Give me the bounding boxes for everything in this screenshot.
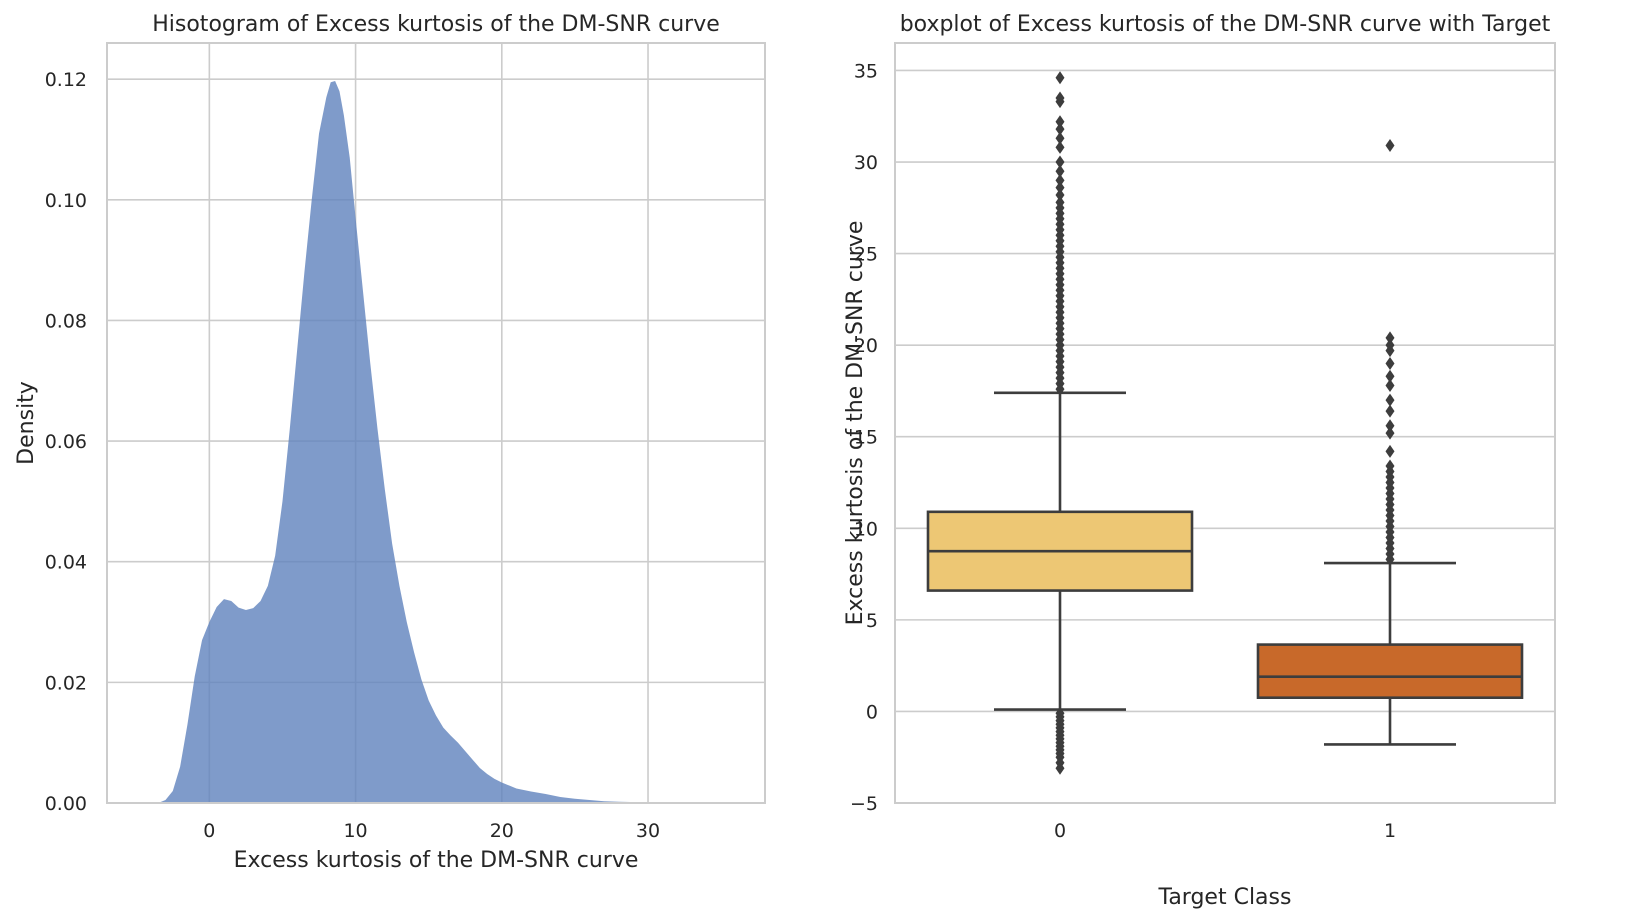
outlier-point: [1385, 338, 1395, 352]
outlier-point: [1055, 181, 1065, 195]
kde-density-area: [139, 81, 736, 803]
boxplot-y-ticks: −5 0 5 10 15 20 25 30 35: [850, 60, 878, 815]
outlier-point: [1385, 426, 1395, 440]
outlier-point: [1385, 331, 1395, 345]
outlier-point: [1055, 140, 1065, 154]
outlier-point: [1385, 404, 1395, 418]
kde-x-tick-label: 30: [636, 820, 660, 842]
outlier-point: [1385, 139, 1395, 153]
outlier-point: [1055, 164, 1065, 178]
kde-x-tick-label: 0: [203, 820, 215, 842]
outlier-point: [1055, 155, 1065, 169]
boxplot-y-tick-label: 10: [854, 518, 878, 540]
outlier-point: [1055, 761, 1065, 775]
kde-x-tick-label: 20: [490, 820, 514, 842]
box-class-1: [1256, 139, 1524, 746]
kde-x-tick-label: 10: [343, 820, 367, 842]
kde-y-tick-label: 0.02: [45, 672, 87, 694]
outlier-point: [1385, 356, 1395, 370]
kde-y-axis-label: Density: [14, 381, 39, 465]
boxplot-y-tick-label: 15: [854, 427, 878, 449]
kde-x-axis-label: Excess kurtosis of the DM-SNR curve: [234, 848, 639, 873]
boxplot-chart-title: boxplot of Excess kurtosis of the DM-SNR…: [900, 12, 1551, 37]
box-class-0: [926, 71, 1194, 775]
kde-y-tick-label: 0.10: [45, 190, 87, 212]
outlier-point: [1385, 419, 1395, 433]
boxplot-plot-frame: [894, 42, 1556, 804]
outlier-point: [1385, 378, 1395, 392]
outlier-point: [1055, 71, 1065, 85]
outlier-point: [1055, 91, 1065, 105]
outlier-point: [1055, 188, 1065, 202]
boxplot-y-tick-label: 25: [854, 244, 878, 266]
outlier-point: [1385, 369, 1395, 383]
outlier-point: [1055, 195, 1065, 209]
boxplot-y-tick-label: 35: [854, 60, 878, 82]
boxplot-y-tick-label: −5: [850, 793, 878, 815]
kde-y-tick-label: 0.12: [45, 69, 87, 91]
boxplot-y-tick-label: 0: [866, 701, 878, 723]
outlier-point: [1055, 131, 1065, 145]
boxplot-y-tick-label: 20: [854, 335, 878, 357]
kde-chart: 0 10 20 30 0.00 0.02 0.04 0.06 0.08 0.10 0.12 His…: [14, 12, 766, 873]
kde-y-ticks: 0.00 0.02 0.04 0.06 0.08 0.10 0.12: [45, 69, 87, 815]
outlier-point: [1055, 122, 1065, 136]
boxplot-y-axis-label: Excess kurtosis of the DM-SNR curve: [843, 221, 868, 626]
kde-y-tick-label: 0.08: [45, 310, 87, 332]
kde-y-tick-label: 0.00: [45, 793, 87, 815]
outlier-point: [1385, 393, 1395, 407]
outlier-point: [1055, 173, 1065, 187]
outlier-point: [1055, 115, 1065, 129]
boxplot-x-tick-label: 1: [1384, 820, 1396, 842]
outlier-point: [1385, 459, 1395, 473]
kde-y-tick-label: 0.04: [45, 552, 87, 574]
outlier-point: [1385, 444, 1395, 458]
kde-chart-title: Hisotogram of Excess kurtosis of the DM-…: [152, 12, 720, 37]
boxplot-y-tick-label: 30: [854, 152, 878, 174]
box-iqr: [1256, 643, 1524, 699]
boxplot-x-axis-label: Target Class: [1158, 885, 1292, 910]
kde-x-ticks: 0 10 20 30: [203, 820, 660, 842]
kde-y-tick-label: 0.06: [45, 431, 87, 453]
boxplot-x-tick-label: 0: [1054, 820, 1066, 842]
boxplot-boxes: [926, 71, 1524, 775]
boxplot-y-tick-label: 5: [866, 610, 878, 632]
kde-plot-frame: [106, 42, 766, 804]
